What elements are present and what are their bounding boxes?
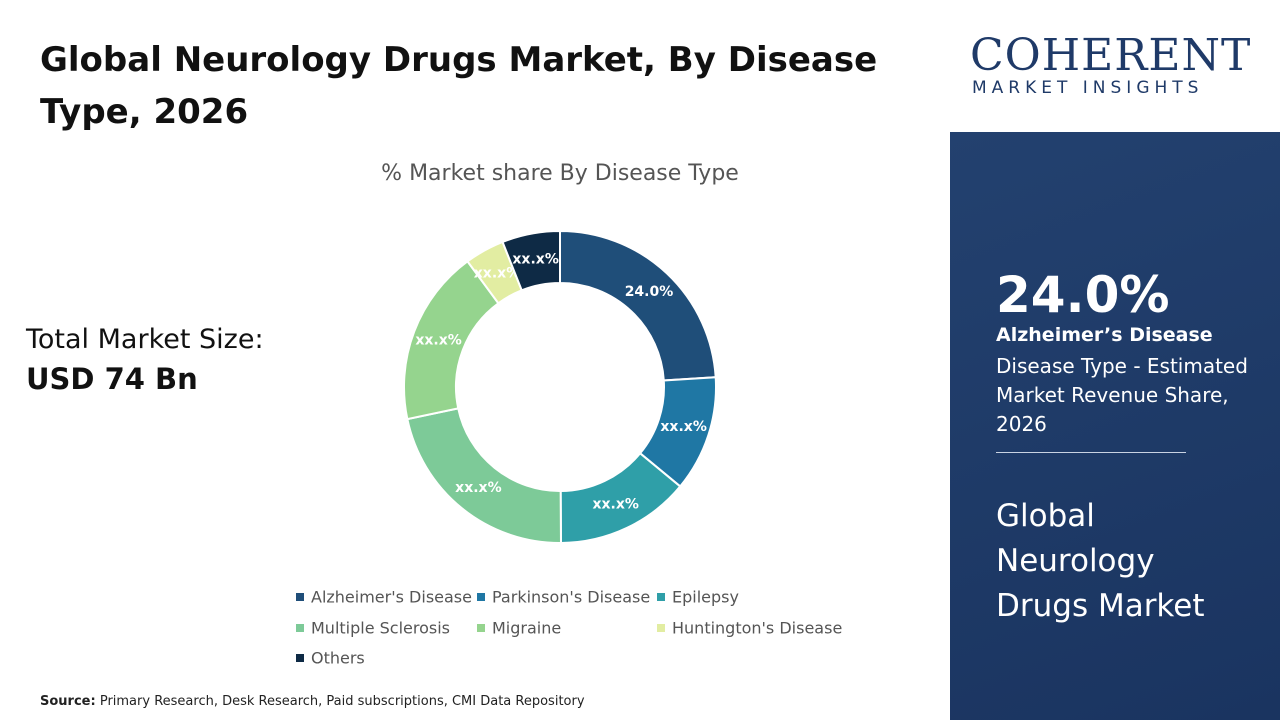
logo-tagline: MARKET INSIGHTS [972,78,1204,98]
legend-label: Alzheimer's Disease [311,588,472,607]
source: Source: Primary Research, Desk Research,… [40,694,585,709]
value-label: 24.0% [625,284,674,300]
legend-swatch [657,593,665,601]
legend-swatch [657,624,665,632]
side-panel: 24.0% Alzheimer’s Disease Disease Type -… [950,132,1280,720]
page-title: Global Neurology Drugs Market, By Diseas… [40,40,878,132]
value-label: xx.x% [593,496,639,512]
total-market-label: Total Market Size: [26,324,264,355]
highlight-value: 24.0% [996,266,1170,324]
donut-slice [559,229,717,382]
highlight-segment: Alzheimer’s Disease [996,324,1213,346]
donut-slice [501,229,561,292]
logo: COHERENT MARKET INSIGHTS [950,0,1280,132]
value-label: xx.x% [455,480,501,496]
divider [996,452,1186,453]
legend-label: Others [311,649,365,668]
legend-label: Huntington's Disease [672,619,842,638]
value-label: xx.x% [415,333,461,349]
chart: % Market share By Disease Type 24.0% xx.x… [296,161,842,668]
chart-title: % Market share By Disease Type [381,161,739,186]
value-label: xx.x% [474,265,520,281]
value-label: xx.x% [660,419,706,435]
source-label: Source: [40,694,96,709]
legend-swatch [296,624,304,632]
value-label: xx.x% [512,251,558,267]
total-market-value: USD 74 Bn [26,362,198,396]
market-name: Global Neurology Drugs Market [996,498,1205,624]
source-text: Primary Research, Desk Research, Paid su… [99,694,585,709]
legend-swatch [477,624,485,632]
legend-swatch [477,593,485,601]
legend-swatch [296,654,304,662]
legend-label: Multiple Sclerosis [311,619,450,638]
logo-name: COHERENT [970,30,1252,81]
legend-label: Epilepsy [672,588,739,607]
legend-swatch [296,593,304,601]
legend-label: Migraine [492,619,561,638]
highlight-description: Disease Type - Estimated Market Revenue … [996,354,1248,436]
legend-label: Parkinson's Disease [492,588,650,607]
donut-slice [406,407,562,544]
